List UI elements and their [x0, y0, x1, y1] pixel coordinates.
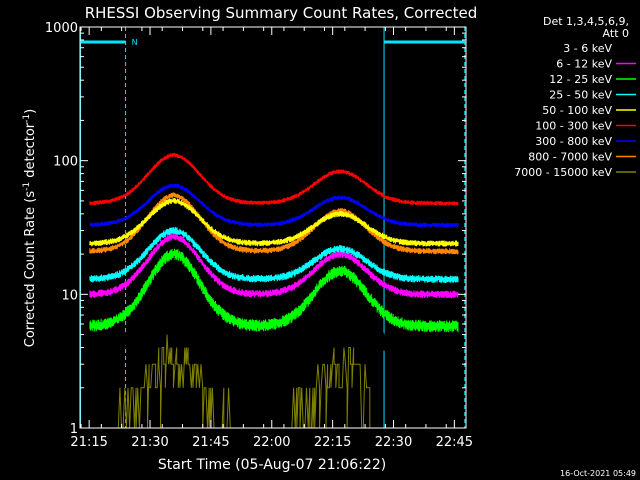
- plot-frame: [79, 26, 467, 429]
- legend-label: 25 - 50 keV: [549, 89, 612, 102]
- legend-header-line: Det 1,3,4,5,6,9,: [543, 15, 629, 28]
- series-line-6to12keV: [89, 233, 459, 299]
- x-tick-label: 21:30: [131, 435, 168, 450]
- x-axis-label: Start Time (05-Aug-07 21:06:22): [158, 457, 386, 473]
- x-tick-label: 22:30: [375, 435, 412, 450]
- x-tick-label: 21:15: [70, 435, 107, 450]
- series-line-12to25keV: [89, 248, 459, 333]
- footer-timestamp: 16-Oct-2021 05:49: [560, 469, 636, 478]
- night-label: N: [132, 38, 138, 47]
- x-tick-label: 21:45: [192, 435, 229, 450]
- x-tick-label: 22:15: [314, 435, 351, 450]
- series-line-3to6keV: [89, 263, 459, 365]
- y-axis-label-end: ): [23, 109, 38, 114]
- plot-area: N: [80, 27, 466, 428]
- x-tick-label: 22:00: [253, 435, 290, 450]
- y-axis-label-mid: detector: [23, 122, 38, 182]
- y-tick-label: 100: [53, 155, 78, 170]
- legend-label: 100 - 300 keV: [535, 120, 612, 133]
- legend-header-line: Att 0: [603, 27, 629, 40]
- y-axis-label-main: Corrected Count Rate (s: [23, 191, 38, 348]
- y-tick-label: 1: [70, 422, 78, 437]
- series-line-7000to15000keV: [90, 334, 398, 428]
- series-line-25to50keV: [89, 227, 459, 283]
- chart-title: RHESSI Observing Summary Count Rates, Co…: [85, 4, 478, 22]
- legend-label: 50 - 100 keV: [542, 104, 612, 117]
- y-axis-label-sup1: -1: [22, 182, 32, 191]
- legend-label: 3 - 6 keV: [563, 42, 612, 55]
- legend-label: 300 - 800 keV: [535, 135, 612, 148]
- series-line-50to100keV: [89, 197, 459, 247]
- legend-label: 12 - 25 keV: [549, 73, 612, 86]
- y-axis-label-sup2: -1: [22, 114, 32, 123]
- legend-label: 7000 - 15000 keV: [514, 166, 612, 179]
- legend-label: 6 - 12 keV: [556, 58, 612, 71]
- series-line-100to300keV: [89, 153, 459, 206]
- series-line-300to800keV: [89, 183, 459, 228]
- x-tick-label: 22:45: [436, 435, 473, 450]
- y-tick-label: 1000: [45, 21, 78, 36]
- y-axis-label: Corrected Count Rate (s-1 detector-1): [22, 109, 38, 347]
- legend-label: 800 - 7000 keV: [528, 151, 612, 164]
- y-tick-label: 10: [61, 288, 78, 303]
